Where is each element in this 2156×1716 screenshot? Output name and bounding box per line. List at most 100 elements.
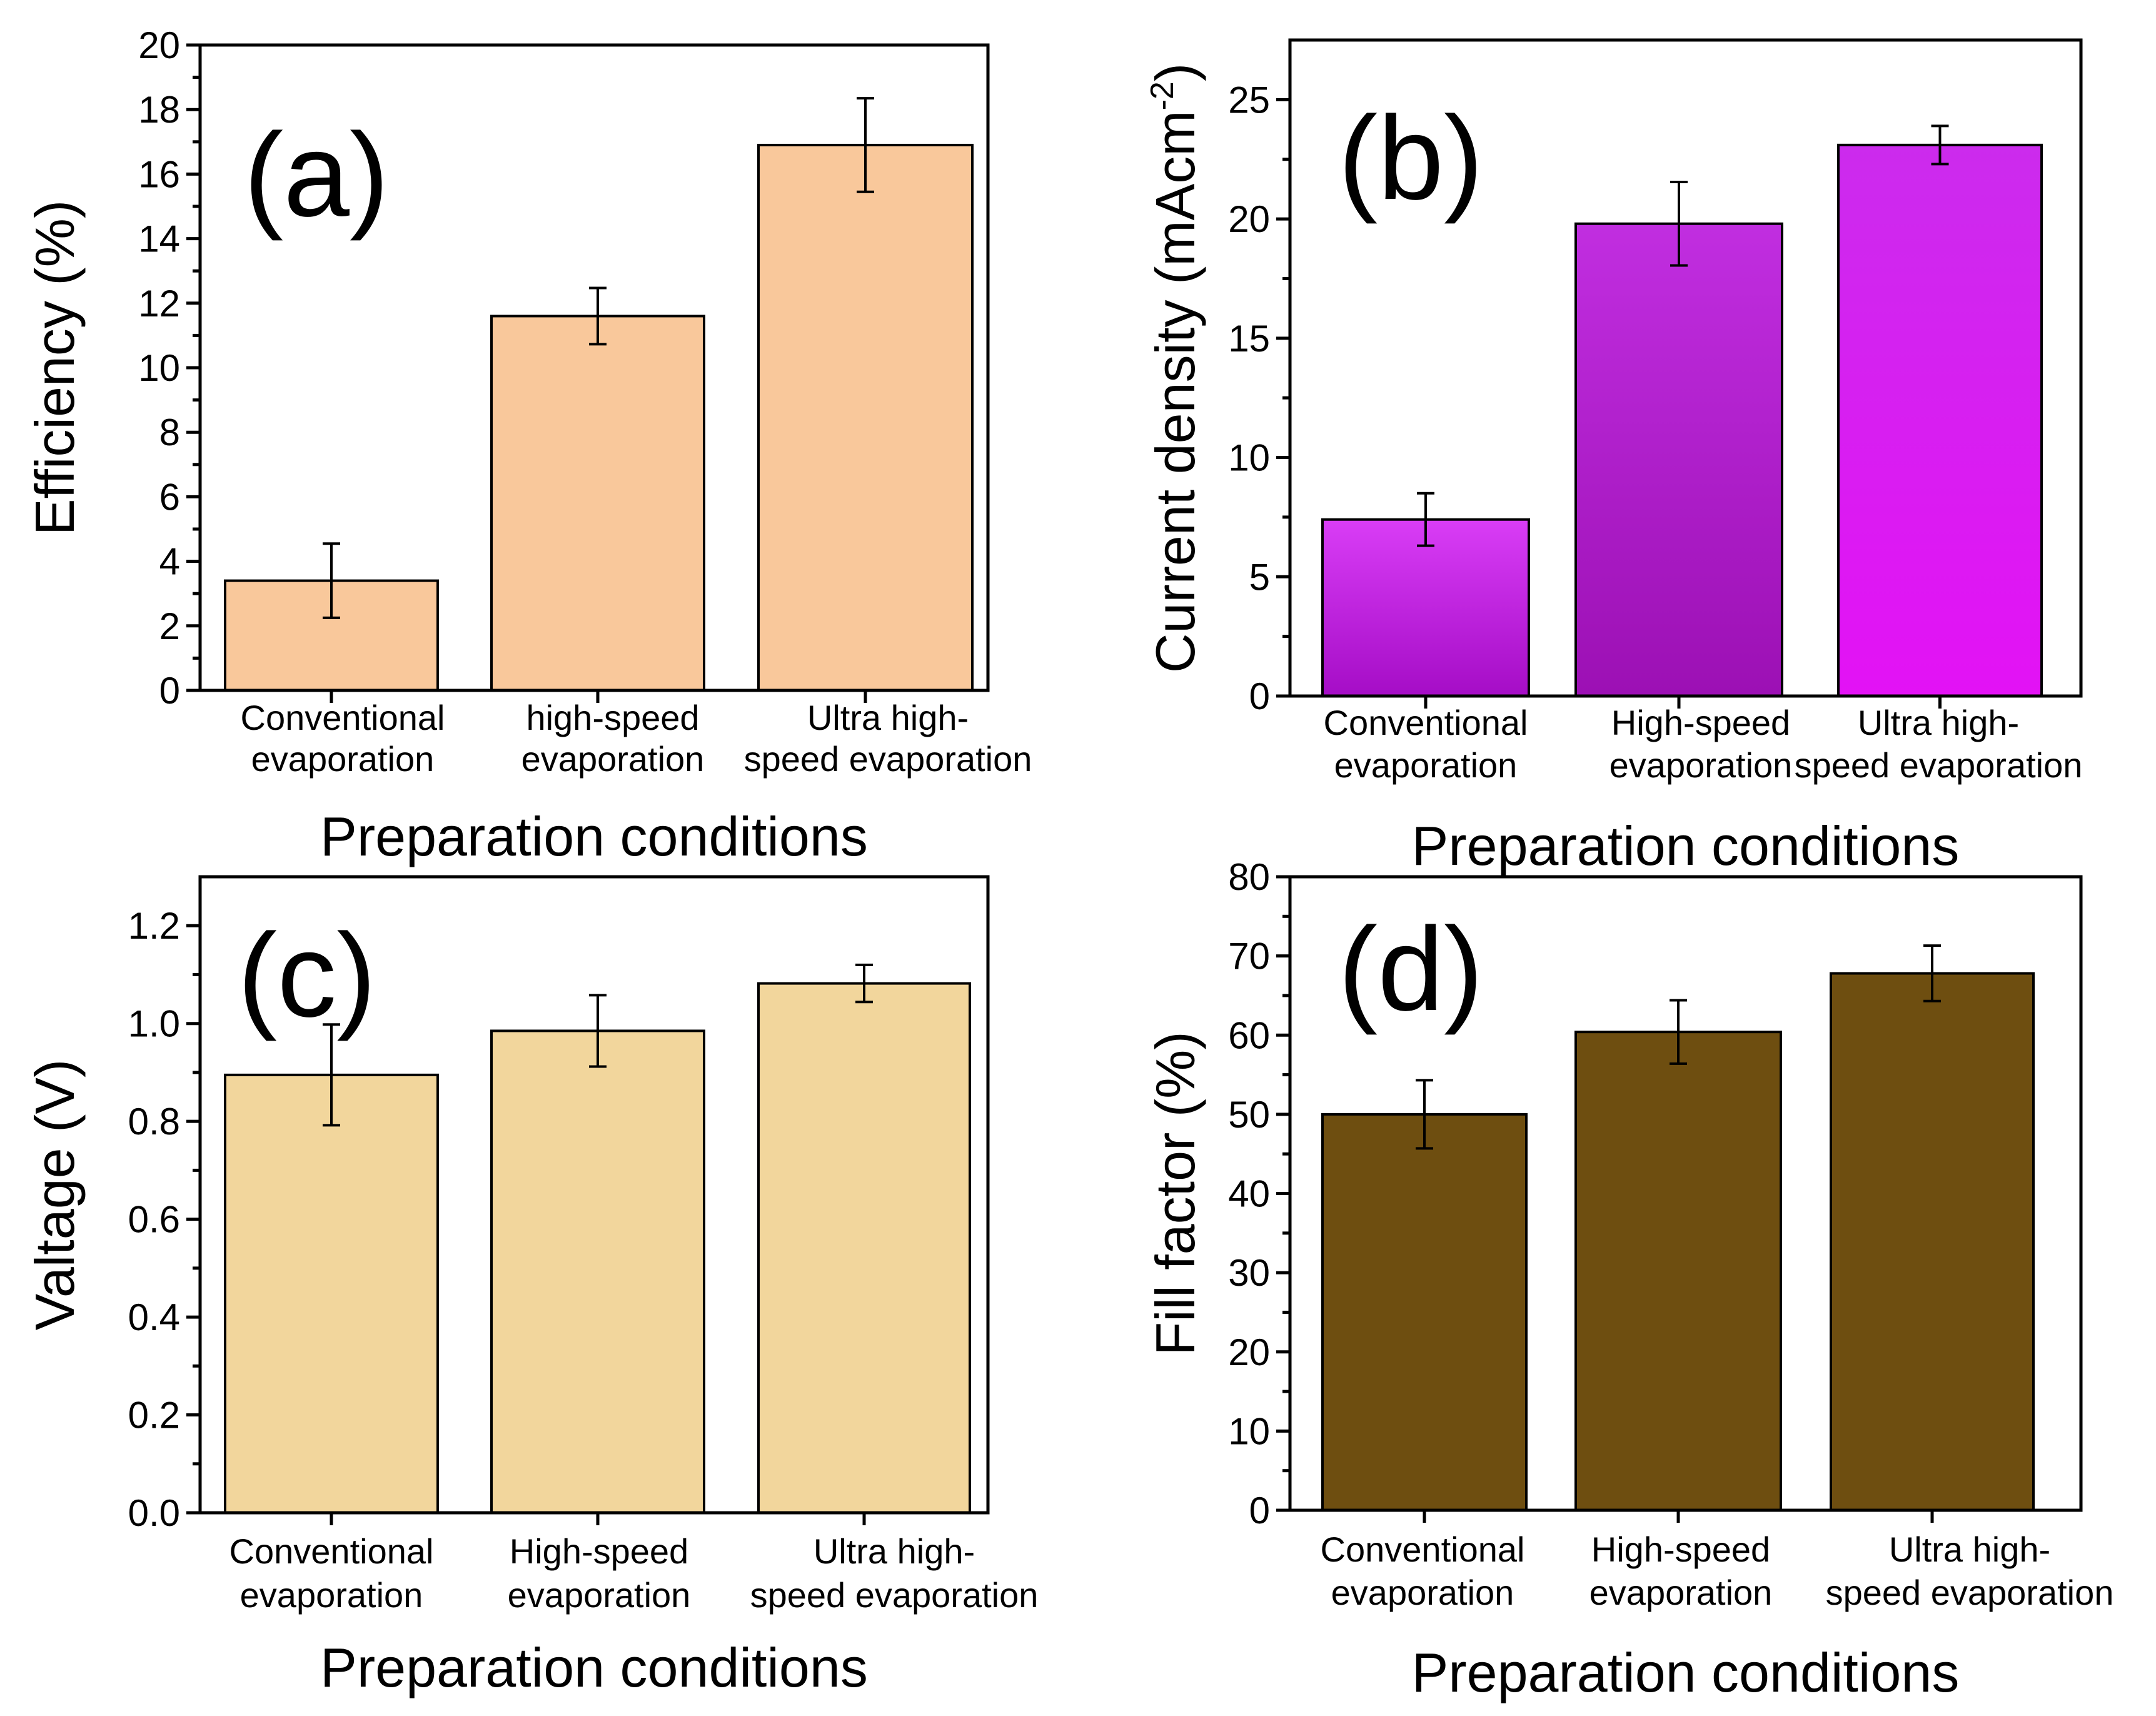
y-tick-label: 10 — [138, 347, 180, 389]
x-tick-label: speed evaporation — [750, 1575, 1039, 1615]
x-tick-label: evaporation — [1334, 745, 1518, 785]
error-bar-3 — [1931, 124, 1949, 166]
panel-label: (a) — [244, 109, 389, 241]
error-bar-3 — [1923, 944, 1941, 1002]
error-bar-2 — [589, 994, 607, 1068]
x-tick-label: Conventional — [229, 1532, 434, 1571]
x-tick-label: speed evaporation — [1795, 745, 2083, 785]
y-tick-label: 0.6 — [128, 1199, 180, 1241]
panel-label: (b) — [1338, 92, 1483, 225]
x-tick-label: Ultra high- — [1858, 703, 2019, 742]
chart-panel-d: 0 10 20 30 40 50 60 70 80 Conventional evaporation… — [1144, 856, 2113, 1703]
x-tick-label: Conventional — [1321, 1530, 1525, 1569]
x-tick-label: Conventional — [241, 698, 445, 737]
y-tick-label: 5 — [1249, 556, 1270, 598]
error-bar-3 — [857, 97, 874, 193]
panel-label: (c) — [238, 909, 376, 1042]
x-tick-label: evaporation — [240, 1575, 423, 1615]
plot-frame — [198, 875, 990, 1515]
chart-panel-c: 0.0 0.2 0.4 0.6 0.8 1.0 1.2 Conventional evapora… — [24, 875, 1039, 1698]
error-bar-1 — [1417, 492, 1434, 547]
bar-2 — [490, 315, 705, 692]
bar-1 — [224, 1073, 439, 1514]
error-bar-3 — [855, 963, 873, 1004]
x-tick-label: Ultra high- — [807, 698, 969, 737]
y-tick-label: 10 — [1228, 437, 1270, 479]
y-tick-label: 0.4 — [128, 1296, 180, 1338]
y-tick-label: 20 — [1228, 198, 1270, 240]
x-tick-label: evaporation — [1331, 1573, 1514, 1612]
bar-1 — [1321, 518, 1530, 697]
y-tick-label: 15 — [1228, 318, 1270, 360]
y-tick-label: 0.8 — [128, 1101, 180, 1143]
x-tick-label: evaporation — [1589, 1573, 1773, 1612]
bar-2 — [1574, 222, 1783, 698]
y-tick-label: 25 — [1228, 79, 1270, 121]
bar-2 — [490, 1029, 705, 1514]
y-axis-title-superscript: -2 — [1144, 81, 1181, 110]
y-axis-title-end: ) — [1144, 63, 1206, 81]
y-tick-label: 30 — [1228, 1252, 1270, 1294]
y-tick-label: 4 — [159, 541, 180, 583]
y-tick-label: 14 — [138, 218, 180, 260]
y-tick-label: 0.0 — [128, 1492, 180, 1534]
x-tick-label: High-speed — [510, 1532, 688, 1571]
y-tick-label: 8 — [159, 411, 180, 453]
y-tick-label: 60 — [1228, 1014, 1270, 1056]
x-tick-label: Conventional — [1324, 703, 1528, 742]
y-tick-label: 70 — [1228, 936, 1270, 977]
y-tick-label: 80 — [1228, 856, 1270, 898]
x-tick-label: High-speed — [1591, 1530, 1770, 1569]
y-tick-label: 50 — [1228, 1094, 1270, 1136]
y-axis-title-main: Current density (mAcm — [1144, 110, 1206, 673]
y-axis-title: Valtage (V) — [24, 1059, 86, 1331]
y-tick-label: 18 — [138, 89, 180, 131]
x-tick-label: Ultra high- — [814, 1532, 975, 1571]
x-tick-label: evaporation — [1609, 745, 1793, 785]
y-tick-label: 0.2 — [128, 1395, 180, 1436]
plot-frame — [1288, 38, 2083, 698]
x-tick-label: evaporation — [251, 739, 435, 779]
x-axis-title: Preparation conditions — [1412, 1642, 1960, 1703]
y-tick-label: 0 — [1249, 675, 1270, 717]
y-tick-label: 1.2 — [128, 905, 180, 947]
y-tick-label: 20 — [1228, 1331, 1270, 1373]
y-tick-label: 1.0 — [128, 1003, 180, 1045]
error-bar-1 — [323, 542, 340, 619]
panel-label: (d) — [1338, 903, 1483, 1036]
error-bar-1 — [323, 1023, 340, 1127]
y-tick-label: 6 — [159, 476, 180, 518]
y-axis-title: Current density (mAcm-2) — [1144, 63, 1206, 673]
y-axis-title: Fill factor (%) — [1144, 1031, 1206, 1355]
y-tick-label: 40 — [1228, 1173, 1270, 1215]
y-tick-label: 10 — [1228, 1410, 1270, 1452]
x-tick-label: evaporation — [508, 1575, 691, 1615]
bar-3 — [1830, 972, 2035, 1512]
y-tick-label: 2 — [159, 605, 180, 647]
y-tick-label: 0 — [1249, 1490, 1270, 1532]
error-bar-1 — [1416, 1079, 1433, 1150]
x-tick-label: evaporation — [521, 739, 705, 779]
error-bar-2 — [1670, 999, 1687, 1065]
error-bar-2 — [589, 286, 607, 346]
y-tick-label: 0 — [159, 670, 180, 712]
y-tick-label: 16 — [138, 153, 180, 195]
x-axis-title: Preparation conditions — [320, 1637, 868, 1698]
chart-panel-a: 02468101214161820Conventionalevaporation… — [24, 24, 1032, 867]
x-tick-label: High-speed — [1611, 703, 1790, 742]
y-axis-title: Efficiency (%) — [24, 200, 86, 535]
x-tick-label: speed evaporation — [1826, 1573, 2114, 1612]
x-axis-title: Preparation conditions — [1412, 815, 1960, 877]
x-tick-label: high-speed — [526, 698, 699, 737]
bar-3 — [757, 143, 974, 692]
chart-panel-b: 0510152025ConventionalevaporationHigh-sp… — [1144, 38, 2083, 877]
y-tick-label: 12 — [138, 283, 180, 325]
bar-2 — [1574, 1031, 1782, 1512]
bar-3 — [757, 982, 971, 1514]
bar-3 — [1837, 143, 2043, 697]
x-axis-title: Preparation conditions — [320, 805, 868, 867]
error-bar-2 — [1670, 180, 1688, 267]
x-tick-label: Ultra high- — [1889, 1530, 2050, 1569]
y-tick-label: 20 — [138, 24, 180, 66]
